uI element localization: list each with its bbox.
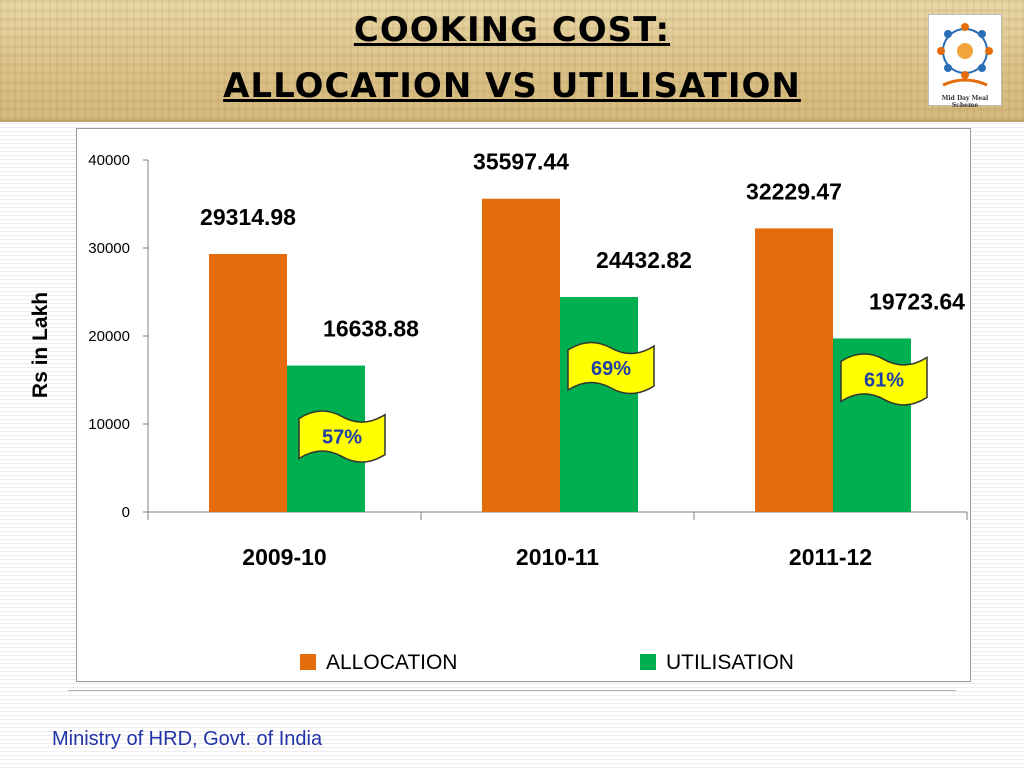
header-banner: COOKING COST: ALLOCATION VS UTILISATION …: [0, 0, 1024, 122]
x-category-label: 2010-11: [516, 544, 599, 570]
utilisation-percent-badge-2010-11: [567, 341, 655, 395]
x-category-label: 2009-10: [242, 544, 326, 570]
footer-ministry-text: Ministry of HRD, Govt. of India: [52, 728, 323, 750]
legend-swatch-utilisation: [640, 654, 656, 670]
utilisation-percent-label-2011-12: 61%: [864, 369, 904, 391]
utilisation-percent-label-2010-11: 69%: [591, 358, 631, 380]
y-tick-label: 10000: [88, 416, 130, 433]
data-label-utilisation-bar-2010-11: 24432.82: [596, 247, 692, 273]
utilisation-percent-label-2009-10: 57%: [322, 427, 362, 449]
allocation-bar-2010-11: [482, 198, 560, 512]
allocation-bar-2009-10: [209, 254, 287, 512]
utilisation-bar-2010-11: [560, 296, 638, 512]
data-label-allocation-bar-2010-11: 35597.44: [473, 149, 569, 175]
legend-label-utilisation: UTILISATION: [666, 651, 794, 674]
allocation-bar-2011-12: [755, 228, 833, 512]
slide-title-line-1: COOKING COST:: [353, 10, 671, 50]
y-tick-label: 0: [122, 504, 130, 521]
y-tick-label: 30000: [88, 240, 130, 257]
utilisation-percent-badge-2009-10: [298, 410, 386, 463]
y-tick-label: 40000: [88, 152, 130, 169]
mid-day-meal-logo: Mid Day Meal Scheme: [928, 14, 1002, 109]
y-tick-label: 20000: [88, 328, 130, 345]
data-label-allocation-bar-2011-12: 32229.47: [746, 178, 842, 204]
footer-divider: [68, 690, 956, 691]
data-label-utilisation-bar-2011-12: 19723.64: [869, 288, 965, 314]
logo-caption: Mid Day Meal Scheme: [941, 95, 989, 109]
data-label-allocation-bar-2009-10: 29314.98: [200, 204, 296, 230]
slide-title-line-2: ALLOCATION VS UTILISATION: [223, 66, 801, 106]
legend-label-allocation: ALLOCATION: [326, 651, 457, 674]
data-label-utilisation-bar-2009-10: 16638.88: [323, 316, 419, 342]
legend-swatch-allocation: [300, 654, 316, 670]
x-category-label: 2011-12: [789, 544, 872, 570]
utilisation-percent-badge-2011-12: [840, 353, 928, 406]
logo-emblem-icon: [937, 23, 993, 87]
